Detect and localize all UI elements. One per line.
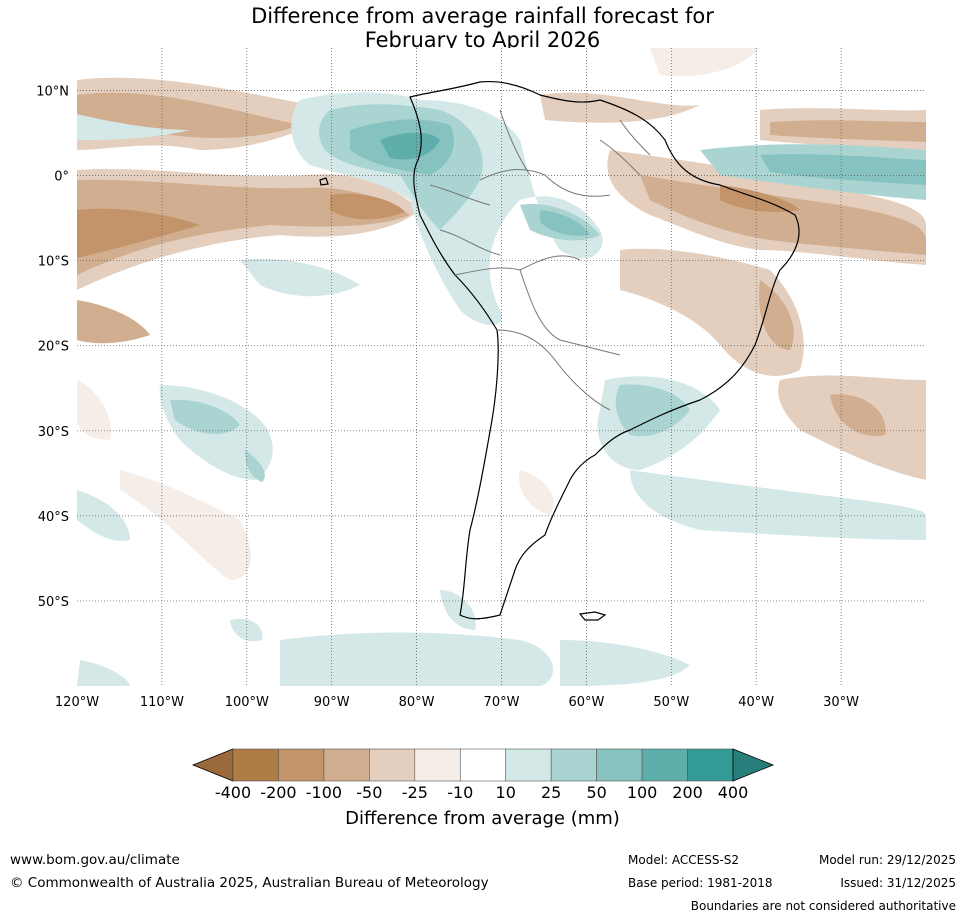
latitude-label: 0° <box>54 170 69 185</box>
issued-date-info: Issued: 31/12/2025 <box>840 876 956 890</box>
longitude-label: 60°W <box>568 695 604 710</box>
longitude-label: 70°W <box>484 695 520 710</box>
longitude-label: 100°W <box>225 695 269 710</box>
coastlines <box>319 80 800 621</box>
legend-swatch <box>505 748 552 782</box>
copyright-text: © Commonwealth of Australia 2025, Austra… <box>10 875 489 891</box>
galapagos-islands <box>319 177 329 186</box>
latitude-labels: 10°N 0° 10°S 20°S 30°S 40°S 50°S <box>36 85 69 610</box>
legend-swatch <box>414 748 461 782</box>
latitude-label: 10°N <box>36 85 69 100</box>
latitude-label: 30°S <box>38 425 69 440</box>
legend-swatch <box>369 748 416 782</box>
legend-tick-label: 100 <box>627 783 658 802</box>
base-period-info: Base period: 1981-2018 <box>628 876 773 890</box>
legend-tick-label: 10 <box>496 783 516 802</box>
model-info: Model: ACCESS-S2 <box>628 853 740 867</box>
falkland-islands <box>578 611 607 621</box>
legend-colorbar <box>191 748 775 782</box>
country-borders <box>429 109 651 411</box>
legend-tick-label: -100 <box>306 783 342 802</box>
longitude-label: 120°W <box>55 695 99 710</box>
legend-swatch <box>550 748 597 782</box>
legend-swatch <box>278 748 325 782</box>
model-run-info: Model run: 29/12/2025 <box>818 853 956 867</box>
latitude-label: 10°S <box>38 255 69 270</box>
longitude-label: 80°W <box>399 695 435 710</box>
legend-swatch <box>596 748 643 782</box>
legend-tick-label: -50 <box>356 783 382 802</box>
legend-tick-label: 400 <box>718 783 749 802</box>
longitude-labels: 120°W 110°W 100°W 90°W 80°W 70°W 60°W 50°W 40°W 3… <box>55 695 859 710</box>
longitude-label: 40°W <box>738 695 774 710</box>
latitude-label: 20°S <box>38 340 69 355</box>
website-link[interactable]: www.bom.gov.au/climate <box>10 852 180 868</box>
legend-tick-label: 50 <box>586 783 606 802</box>
legend-swatch <box>323 748 370 782</box>
boundaries-disclaimer: Boundaries are not considered authoritat… <box>690 899 956 913</box>
longitude-label: 30°W <box>823 695 859 710</box>
graticule <box>77 48 926 686</box>
map-title: Difference from average rainfall forecas… <box>0 4 965 52</box>
map-title-line-1: Difference from average rainfall forecas… <box>251 4 714 28</box>
legend-tick-label: -10 <box>447 783 473 802</box>
longitude-label: 50°W <box>653 695 689 710</box>
longitude-label: 110°W <box>140 695 184 710</box>
longitude-label: 90°W <box>314 695 350 710</box>
legend-tick-label: 25 <box>541 783 561 802</box>
legend-swatch <box>232 748 279 782</box>
latitude-label: 40°S <box>38 510 69 525</box>
anomaly-field <box>77 48 926 686</box>
legend-tick-label: -200 <box>260 783 296 802</box>
legend-tick-label: -400 <box>215 783 251 802</box>
latitude-label: 50°S <box>38 595 69 610</box>
legend-swatch <box>641 748 688 782</box>
legend-low-extension <box>191 748 234 782</box>
legend-title: Difference from average (mm) <box>345 808 620 829</box>
legend-swatch <box>459 748 507 782</box>
legend-tick-label: 200 <box>672 783 703 802</box>
wet-anomaly-regions <box>77 92 926 686</box>
legend-high-extension <box>732 748 775 782</box>
legend-tick-label: -25 <box>402 783 428 802</box>
legend-swatch <box>687 748 734 782</box>
south-america-coastline <box>409 80 800 620</box>
